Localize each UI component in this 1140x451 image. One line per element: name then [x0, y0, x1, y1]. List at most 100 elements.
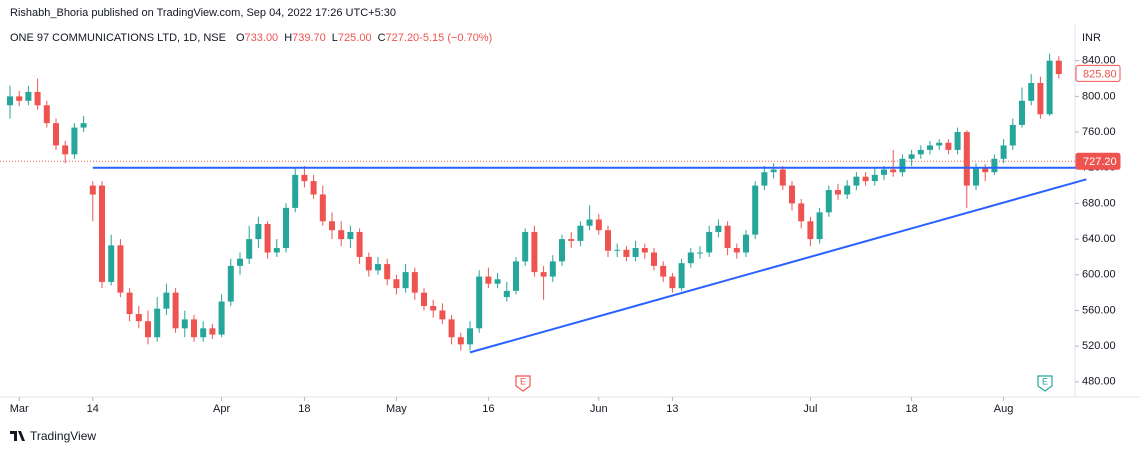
candle-body — [117, 245, 124, 293]
candle-body — [954, 132, 961, 150]
candle-body — [485, 276, 492, 284]
candle-body — [844, 185, 851, 195]
candle-body — [273, 248, 280, 253]
candle-body — [789, 185, 795, 204]
x-tick-label: Apr — [213, 403, 230, 415]
ohlc: O733.00 H739.70 L725.00 C727.20-5.15 (−0.70… — [236, 32, 492, 44]
last-price-label-box — [1075, 152, 1121, 170]
y-tick-label: 520.00 — [1082, 340, 1116, 352]
candle-body — [927, 145, 933, 150]
y-tick-label: 760.00 — [1082, 126, 1116, 138]
ohlc-value: -5.15 (−0.70%) — [419, 32, 492, 44]
candle-body — [218, 301, 225, 335]
candle-body — [568, 239, 575, 241]
ohlc-value: 725.00 — [338, 32, 372, 44]
last-price-label: 727.20 — [1083, 156, 1117, 168]
candle-body — [770, 169, 777, 173]
candle-body — [669, 276, 676, 289]
candle-body — [982, 167, 989, 173]
candle-body — [476, 276, 483, 329]
candle-body — [172, 292, 179, 329]
footer-text: TradingView — [30, 429, 96, 443]
x-tick-label: Jun — [590, 403, 608, 415]
candle-body — [329, 221, 335, 231]
candle-body — [227, 265, 234, 302]
candle-body — [292, 174, 299, 208]
y-tick-label: 800.00 — [1082, 90, 1116, 102]
candle-body — [678, 263, 685, 289]
header: Rishabh_Bhoria published on TradingView.… — [10, 7, 396, 19]
candle-body — [890, 169, 897, 173]
candle-body — [715, 225, 722, 232]
x-tick-label: 18 — [298, 403, 310, 415]
candle-body — [430, 306, 437, 311]
x-tick-label: Mar — [10, 403, 29, 415]
candle-body — [687, 252, 694, 264]
candle-body — [779, 169, 786, 186]
candle-body — [752, 185, 759, 235]
x-tick-label: 14 — [87, 403, 99, 415]
candle-body — [80, 123, 87, 128]
candle-body — [154, 308, 161, 338]
candle-body — [145, 321, 151, 338]
candle-body — [1009, 124, 1016, 146]
candle-body — [246, 239, 253, 259]
candle-body — [623, 249, 630, 257]
candle-body — [586, 219, 593, 226]
candle-body — [605, 230, 611, 251]
candle-body — [1000, 145, 1007, 159]
candle-body — [53, 123, 59, 146]
ohlc-key: O — [236, 32, 245, 44]
candle-body — [559, 239, 565, 262]
candle-body — [439, 310, 446, 320]
candle-body — [1019, 100, 1025, 125]
candle-body — [991, 158, 998, 173]
candle-body — [963, 132, 970, 186]
candle-body — [614, 249, 621, 251]
candle-body — [871, 174, 878, 182]
x-tick-label: 16 — [482, 403, 494, 415]
candle-body — [99, 185, 105, 282]
y-tick-label: 480.00 — [1082, 376, 1116, 388]
candle-body — [917, 149, 924, 155]
candle-body — [1028, 82, 1035, 101]
candle-body — [651, 252, 657, 266]
candle-body — [347, 231, 354, 240]
y-tick-label: 600.00 — [1082, 269, 1116, 281]
candle-body — [503, 290, 510, 298]
candle-body — [25, 91, 32, 101]
trendline — [469, 178, 1087, 354]
ohlc-key: H — [284, 32, 292, 44]
candle-body — [577, 225, 584, 241]
candle-body — [641, 248, 648, 253]
symbol: ONE 97 COMMUNICATIONS LTD, 1D, NSE — [10, 32, 226, 44]
candle-body — [807, 221, 814, 240]
candle-body — [191, 319, 197, 338]
candle-body — [356, 231, 363, 257]
candle-body — [761, 172, 768, 186]
candle-body — [706, 231, 713, 253]
candle-body — [936, 142, 943, 146]
candle-body — [1037, 82, 1044, 115]
x-tick-label: Aug — [994, 403, 1014, 415]
candle-body — [798, 203, 805, 222]
candle-body — [448, 319, 455, 338]
x-tick-label: May — [386, 403, 407, 415]
candle-body — [973, 167, 979, 186]
candle-body — [237, 258, 243, 266]
candle-body — [853, 176, 860, 186]
candle-body — [200, 328, 207, 338]
ohlc-value: 727.20 — [386, 32, 420, 44]
candle-body — [34, 91, 41, 106]
candle-body — [522, 231, 529, 262]
candle-body — [733, 248, 740, 253]
y-tick-label: 560.00 — [1082, 304, 1116, 316]
candle-body — [1055, 60, 1062, 75]
candle-body — [71, 127, 78, 155]
candle-body — [209, 328, 216, 335]
candle-body — [135, 314, 142, 322]
footer: TradingView — [10, 429, 96, 443]
ohlc-key: L — [332, 32, 338, 44]
candle-body — [375, 264, 381, 271]
